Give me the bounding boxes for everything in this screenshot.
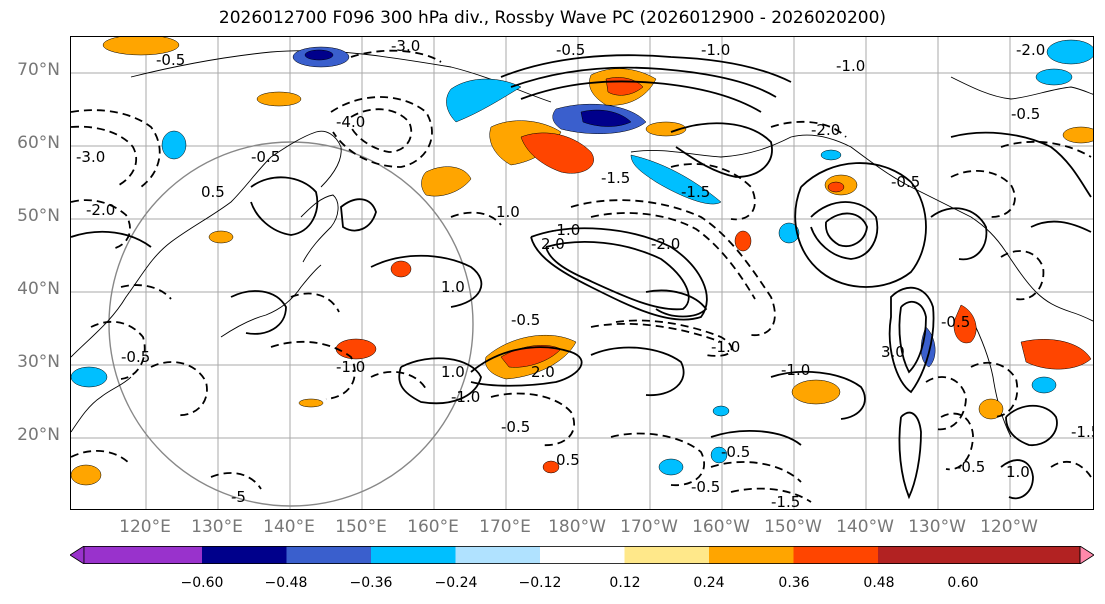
lon-label-150w: 150°W <box>764 517 822 537</box>
contour-label: -0.5 <box>1011 105 1040 123</box>
colorbar-segment <box>455 546 540 564</box>
colorbar-tick-label: 0.48 <box>863 575 895 591</box>
contour-label: -0.5 <box>556 41 585 59</box>
lon-label-160w: 160°W <box>692 517 750 537</box>
lat-label-60n: 60°N <box>17 133 60 153</box>
contour-labels: -0.5 -3.0 -0.5 -1.0 -1.0 -2.0 -4.0 -2.0 … <box>76 37 1094 510</box>
contour-label: 0.5 <box>201 183 225 201</box>
colorbar-segment <box>84 546 202 564</box>
colorbar-border <box>83 546 1081 564</box>
colorbar-segment <box>540 546 625 564</box>
lat-label-30n: 30°N <box>17 352 60 372</box>
contour-label: 1.0 <box>441 278 465 296</box>
contour-label: -1.5 <box>601 169 630 187</box>
contour-label: -2.0 <box>86 201 115 219</box>
colorbar-tick-label: 0.60 <box>947 575 979 591</box>
colorbar-extend-max <box>1079 546 1094 564</box>
colorbar-segment <box>371 546 456 564</box>
lon-label-170e: 170°E <box>479 517 531 537</box>
colorbar-tick-label: 0.24 <box>693 575 725 591</box>
contour-label: 1.0 <box>441 363 465 381</box>
positive-contours <box>71 54 1092 500</box>
colorbar-segment <box>878 546 1080 564</box>
contour-label: -0.5 <box>691 478 720 496</box>
colorbar-tick-label: 0.12 <box>609 575 641 591</box>
contour-label: -0.5 <box>121 348 150 366</box>
colorbar-extend-min <box>70 546 85 564</box>
colorbar-segment <box>793 546 878 564</box>
lon-label-120w: 120°W <box>980 517 1038 537</box>
colorbar-tick-label: −0.24 <box>434 575 478 591</box>
colorbar <box>70 546 1094 564</box>
contour-label: -1.0 <box>451 388 480 406</box>
contour-label: -3.0 <box>391 37 420 55</box>
colorbar-segment <box>202 546 287 564</box>
negative-contours <box>71 49 1092 503</box>
contour-label: 3.0 <box>881 343 905 361</box>
contour-label: -1.0 <box>836 57 865 75</box>
contour-label: -1.5 <box>681 183 710 201</box>
lon-label-160e: 160°E <box>407 517 459 537</box>
lat-label-50n: 50°N <box>17 206 60 226</box>
lon-label-170w: 170°W <box>620 517 678 537</box>
contour-label: -4.0 <box>336 113 365 131</box>
contour-label: -1.0 <box>701 41 730 59</box>
colorbar-tick-label: −0.36 <box>349 575 393 591</box>
colorbar-tick-label: 0.36 <box>778 575 810 591</box>
contour-label: 0.5 <box>556 451 580 469</box>
contour-label: 2.0 <box>531 363 555 381</box>
contour-label: -1.0 <box>711 338 740 356</box>
colorbar-tick-label: −0.48 <box>264 575 308 591</box>
lat-label-40n: 40°N <box>17 279 60 299</box>
contour-label: -1.5 <box>1071 423 1094 441</box>
colorbar-segment <box>624 546 709 564</box>
contour-label: -3.0 <box>76 148 105 166</box>
contour-label: -0.5 <box>891 173 920 191</box>
lon-label-120e: 120°E <box>119 517 171 537</box>
lon-label-140w: 140°W <box>836 517 894 537</box>
lon-label-130w: 130°W <box>908 517 966 537</box>
map-panel: -0.5 -3.0 -0.5 -1.0 -1.0 -2.0 -4.0 -2.0 … <box>70 36 1094 510</box>
contour-label: -1.5 <box>771 493 800 510</box>
contour-label: -1.0 <box>336 358 365 376</box>
contour-label: -0.5 <box>941 313 970 331</box>
contour-label: -2.0 <box>811 121 840 139</box>
lon-label-130e: 130°E <box>191 517 243 537</box>
contour-label: 1.0 <box>1006 463 1030 481</box>
reference-circle <box>108 141 474 507</box>
colorbar-segment <box>286 546 371 564</box>
contour-label: -1.0 <box>551 221 580 239</box>
lat-label-20n: 20°N <box>17 425 60 445</box>
contour-label: -0.5 <box>511 311 540 329</box>
contour-label: 1.0 <box>496 203 520 221</box>
colorbar-segment <box>709 546 794 564</box>
map-canvas: -0.5 -3.0 -0.5 -1.0 -1.0 -2.0 -4.0 -2.0 … <box>71 37 1094 510</box>
divergence-fills <box>71 37 1093 486</box>
contour-label: 2.0 <box>541 235 565 253</box>
lon-label-140e: 140°E <box>263 517 315 537</box>
lat-label-70n: 70°N <box>17 60 60 80</box>
graticule <box>71 37 1093 509</box>
contour-label: -2.0 <box>651 235 680 253</box>
map-title: 2026012700 F096 300 hPa div., Rossby Wav… <box>218 8 887 28</box>
contour-label: -0.5 <box>251 148 280 166</box>
contour-label: -5 <box>231 488 246 506</box>
contour-label: -2.0 <box>1016 41 1045 59</box>
contour-label: -0.5 <box>501 418 530 436</box>
lon-label-180w: 180°W <box>548 517 606 537</box>
lon-label-150e: 150°E <box>335 517 387 537</box>
contour-label: -0.5 <box>156 51 185 69</box>
contour-label: -0.5 <box>956 458 985 476</box>
colorbar-tick-label: −0.12 <box>518 575 562 591</box>
contour-label: -1.0 <box>781 361 810 379</box>
contour-label: -0.5 <box>721 443 750 461</box>
colorbar-tick-label: −0.60 <box>180 575 224 591</box>
